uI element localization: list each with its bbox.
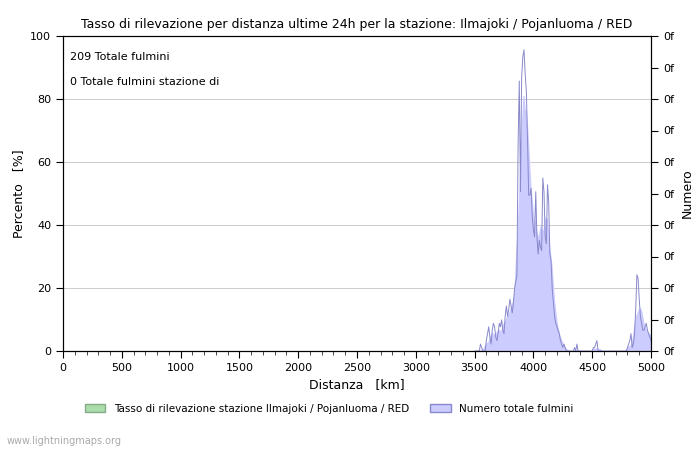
Legend: Tasso di rilevazione stazione Ilmajoki / Pojanluoma / RED, Numero totale fulmini: Tasso di rilevazione stazione Ilmajoki /… — [80, 400, 578, 418]
Text: 0 Totale fulmini stazione di: 0 Totale fulmini stazione di — [70, 77, 219, 87]
Y-axis label: Percento   [%]: Percento [%] — [12, 149, 24, 238]
Text: 209 Totale fulmini: 209 Totale fulmini — [70, 52, 169, 62]
X-axis label: Distanza   [km]: Distanza [km] — [309, 378, 405, 392]
Y-axis label: Numero: Numero — [680, 169, 694, 218]
Text: www.lightningmaps.org: www.lightningmaps.org — [7, 436, 122, 446]
Title: Tasso di rilevazione per distanza ultime 24h per la stazione: Ilmajoki / Pojanlu: Tasso di rilevazione per distanza ultime… — [81, 18, 633, 31]
